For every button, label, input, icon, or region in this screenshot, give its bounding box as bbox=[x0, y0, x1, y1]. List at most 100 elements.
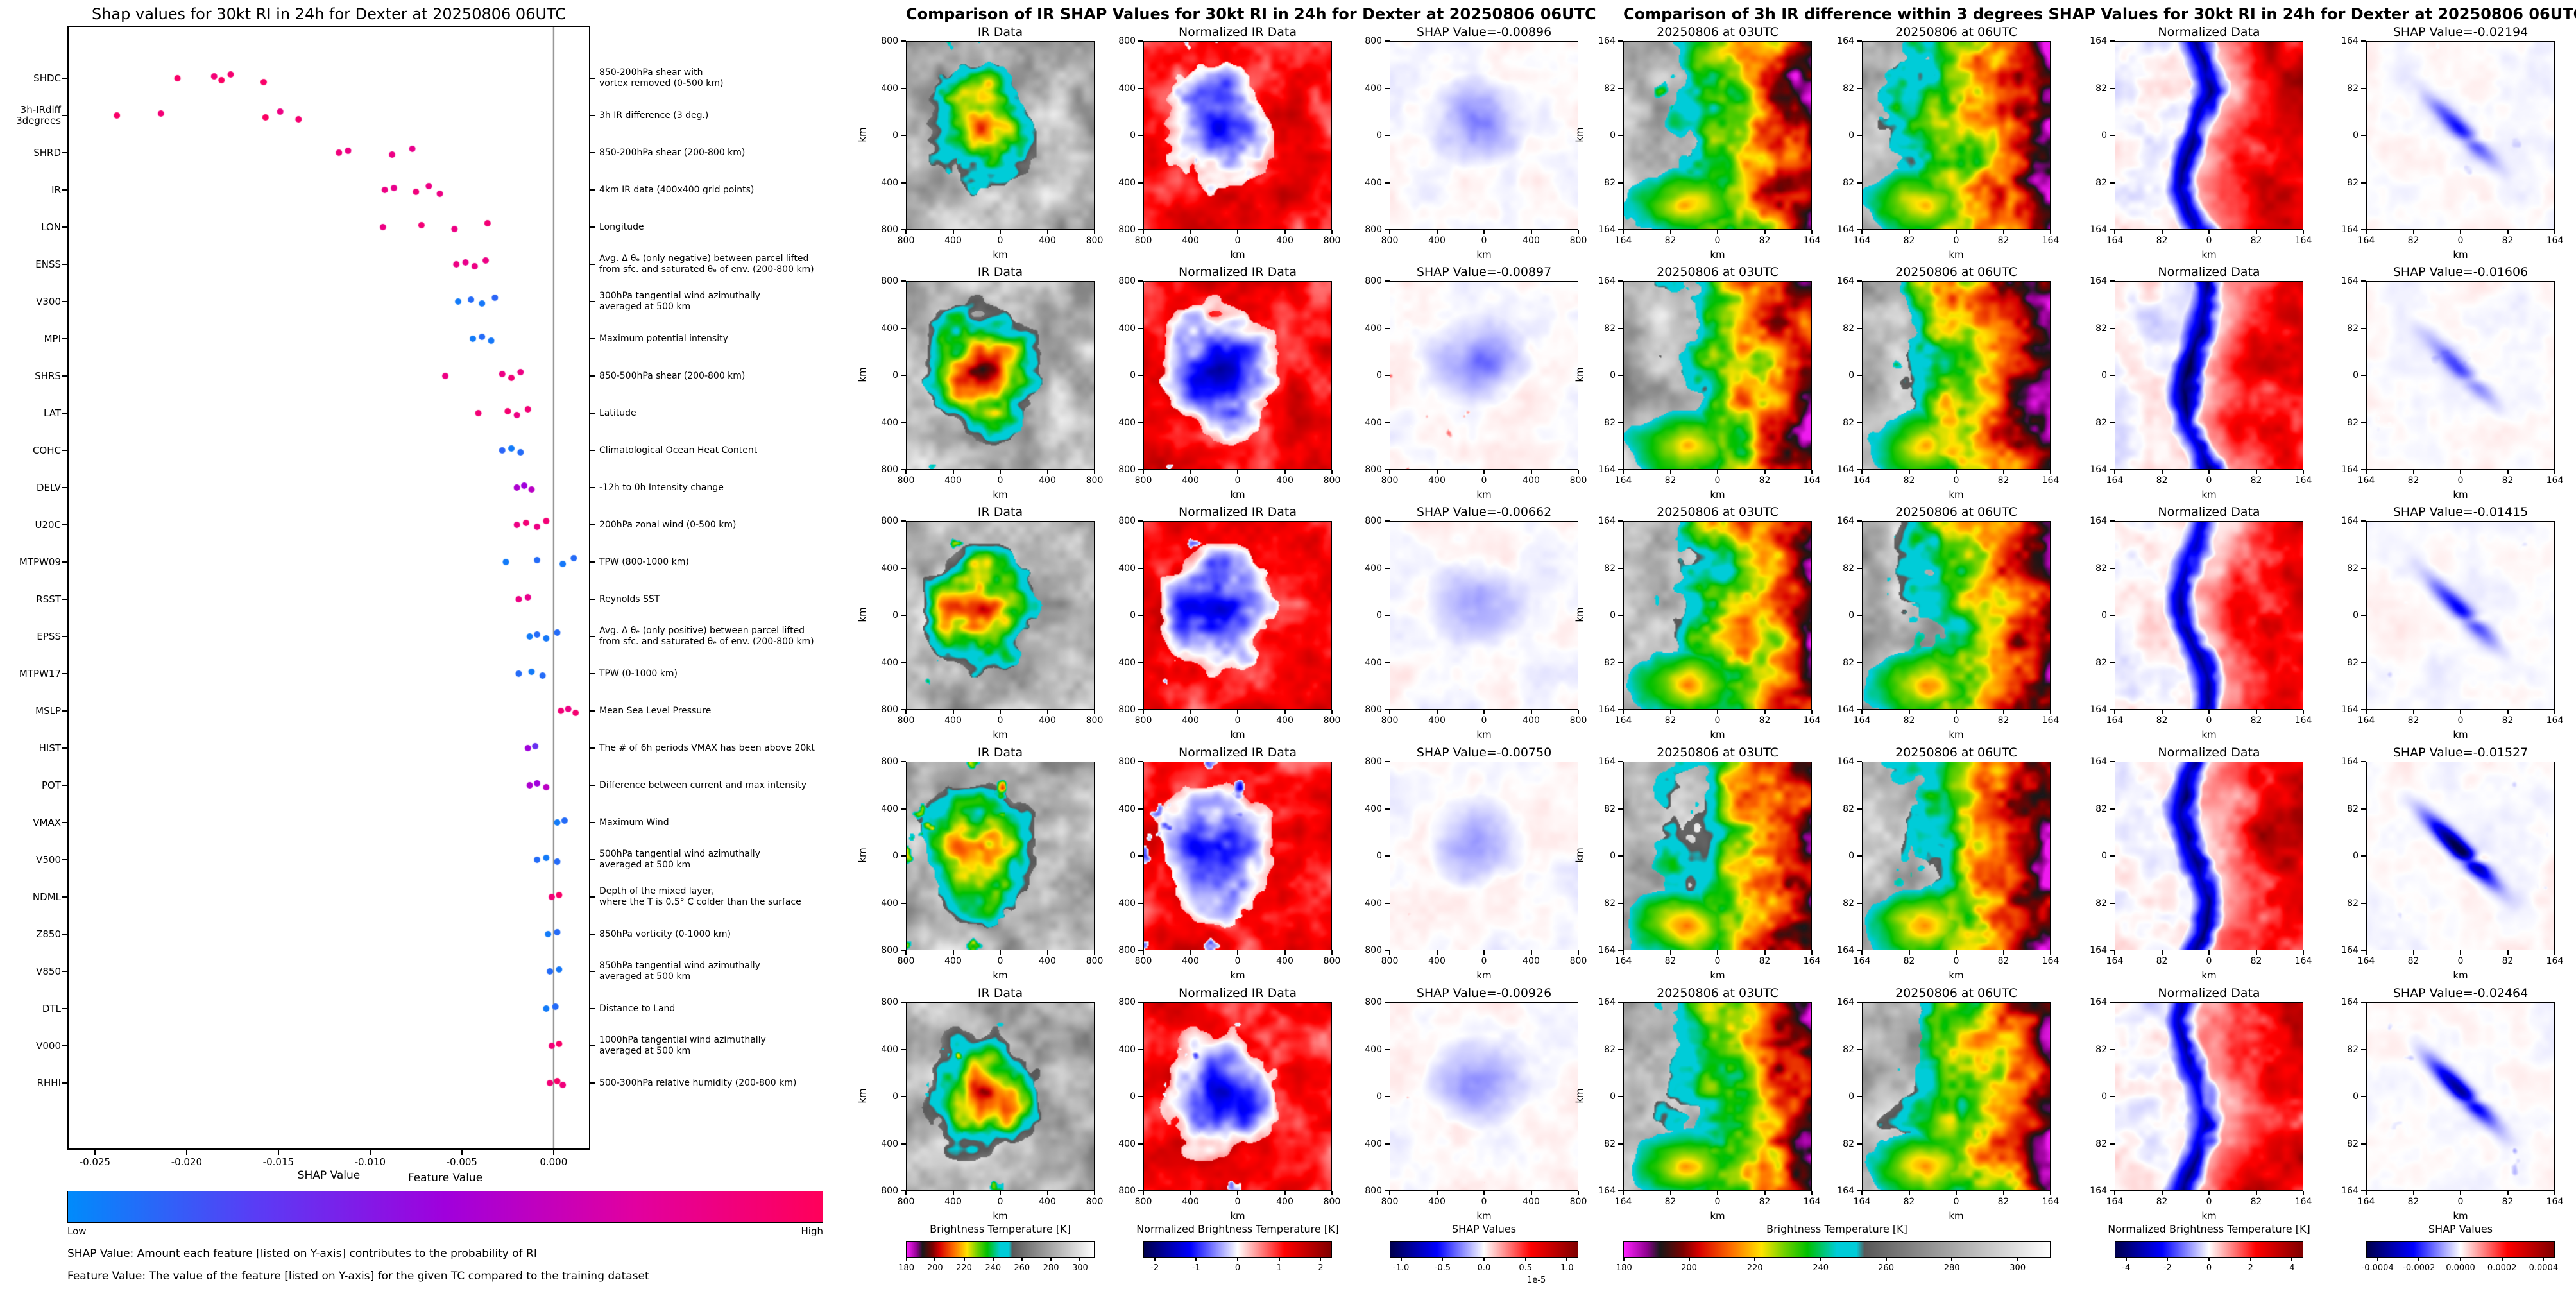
y-tick-label: 800 bbox=[881, 756, 898, 767]
y-axis-tick bbox=[1138, 567, 1143, 569]
y-axis-tick bbox=[1618, 87, 1623, 89]
x-axis-tick bbox=[1284, 710, 1286, 714]
y-axis-tick bbox=[2361, 327, 2366, 329]
y-tick-label: 82 bbox=[1604, 898, 1616, 909]
x-axis-tick bbox=[2303, 1191, 2304, 1195]
y-tick-label: 0 bbox=[1376, 610, 1382, 620]
feature-label: DTL bbox=[42, 1002, 61, 1014]
x-tick-label: 0 bbox=[1234, 1197, 1241, 1207]
y-tick-label: 82 bbox=[2095, 83, 2107, 94]
y-tick-label: 400 bbox=[881, 1044, 898, 1055]
y-axis-tick bbox=[2361, 1096, 2366, 1097]
subplot-title: Normalized IR Data bbox=[1179, 505, 1297, 519]
y-tick-label: 164 bbox=[1598, 945, 1616, 955]
y-axis-tick bbox=[1385, 855, 1390, 857]
y-axis-tick bbox=[2110, 375, 2115, 376]
x-axis-tick bbox=[1046, 230, 1048, 234]
y-axis-km-label: km bbox=[1574, 1088, 1585, 1104]
x-tick-label: 400 bbox=[1182, 1197, 1199, 1207]
y-axis-tick bbox=[1138, 902, 1143, 904]
x-axis-tick bbox=[2050, 950, 2051, 955]
x-tick-label: 0 bbox=[2206, 956, 2212, 966]
subplot-title: IR Data bbox=[977, 505, 1023, 519]
y-tick-label: 82 bbox=[2095, 1138, 2107, 1149]
subplot-title: Normalized IR Data bbox=[1179, 746, 1297, 760]
y-tick-label: 82 bbox=[1843, 323, 1854, 334]
subplot-title: SHAP Value=-0.02464 bbox=[2393, 986, 2529, 1000]
y-axis-tick bbox=[901, 469, 906, 470]
y-axis-tick bbox=[1138, 950, 1143, 951]
y-axis-tick-right bbox=[590, 896, 595, 898]
x-tick-label: 164 bbox=[2042, 956, 2060, 966]
x-axis-tick bbox=[1046, 710, 1048, 714]
y-axis-tick bbox=[1138, 229, 1143, 230]
x-tick-label: 164 bbox=[2546, 956, 2564, 966]
x-axis-tick bbox=[2507, 950, 2509, 955]
y-axis-tick-right bbox=[590, 859, 595, 860]
x-axis-km-label: km bbox=[1476, 489, 1492, 500]
x-tick-label: 400 bbox=[1428, 475, 1446, 486]
y-axis-tick bbox=[1385, 469, 1390, 470]
y-axis-tick bbox=[1857, 1048, 1862, 1050]
y-tick-label: 164 bbox=[2341, 1186, 2358, 1196]
colorbar-tick-label: 0.0004 bbox=[2529, 1263, 2559, 1273]
y-tick-label: 164 bbox=[2341, 276, 2358, 286]
y-axis-tick bbox=[1618, 662, 1623, 663]
y-axis-tick bbox=[2361, 709, 2366, 710]
x-axis-tick bbox=[1094, 470, 1095, 474]
y-axis-tick bbox=[2110, 1002, 2115, 1003]
y-tick-label: 82 bbox=[2095, 417, 2107, 428]
x-axis-km-label: km bbox=[1230, 489, 1245, 500]
x-tick-label: 82 bbox=[1903, 956, 1915, 966]
y-axis-tick bbox=[2361, 855, 2366, 857]
y-axis-tick bbox=[2110, 422, 2115, 423]
x-tick-label: 0 bbox=[2457, 235, 2464, 246]
colorbar-tick-label: 280 bbox=[1943, 1263, 1960, 1273]
x-axis-tick bbox=[1669, 1191, 1671, 1195]
y-axis-tick bbox=[1618, 280, 1623, 282]
x-axis-tick bbox=[1483, 1191, 1485, 1195]
y-axis-tick bbox=[1385, 327, 1390, 329]
y-axis-tick bbox=[1138, 135, 1143, 136]
y-axis-tick bbox=[1618, 567, 1623, 569]
x-axis-tick bbox=[1000, 470, 1001, 474]
y-tick-label: 164 bbox=[1837, 276, 1854, 286]
x-axis-tick bbox=[1483, 710, 1485, 714]
subplot-title: SHAP Value=-0.01415 bbox=[2393, 505, 2529, 519]
ir-image-canvas bbox=[1623, 521, 1812, 710]
x-tick-label: 0 bbox=[997, 475, 1003, 486]
colorbar-tick bbox=[1021, 1258, 1023, 1261]
subplot-title: IR Data bbox=[977, 746, 1023, 760]
x-axis-tick bbox=[1389, 230, 1390, 234]
colorbar-tick bbox=[2460, 1258, 2461, 1261]
x-tick-label: 164 bbox=[2294, 1197, 2312, 1207]
x-axis-tick bbox=[952, 1191, 954, 1195]
subplot-title: Normalized Data bbox=[2158, 265, 2260, 279]
y-tick-label: 800 bbox=[1365, 756, 1382, 767]
y-tick-label: 400 bbox=[1118, 563, 1136, 574]
x-axis-tick bbox=[1331, 710, 1333, 714]
y-tick-label: 164 bbox=[1837, 997, 1854, 1007]
y-axis-tick bbox=[901, 135, 906, 136]
x-tick-label: 164 bbox=[2042, 475, 2060, 486]
ir-image-canvas bbox=[906, 41, 1095, 230]
colorbar-label: SHAP Values bbox=[1451, 1223, 1517, 1235]
colorbar bbox=[1390, 1241, 1578, 1258]
y-tick-label: 400 bbox=[1365, 417, 1382, 428]
y-axis-tick bbox=[62, 971, 67, 972]
y-axis-tick bbox=[1618, 182, 1623, 184]
y-tick-label: 0 bbox=[2101, 130, 2107, 141]
y-axis-tick bbox=[1618, 761, 1623, 762]
x-tick-label: 800 bbox=[1569, 235, 1587, 246]
shap-image-canvas bbox=[1390, 521, 1578, 710]
colorbar-tick bbox=[963, 1258, 965, 1261]
x-axis-tick bbox=[369, 1150, 371, 1155]
y-tick-label: 0 bbox=[892, 130, 898, 141]
y-tick-label: 82 bbox=[1604, 177, 1616, 188]
y-axis-tick bbox=[62, 747, 67, 749]
x-axis-tick bbox=[1389, 1191, 1390, 1195]
feature-desc: Mean Sea Level Pressure bbox=[599, 705, 712, 716]
y-axis-tick bbox=[62, 710, 67, 712]
x-axis-tick bbox=[1284, 230, 1286, 234]
x-tick-label: 164 bbox=[1614, 1197, 1632, 1207]
